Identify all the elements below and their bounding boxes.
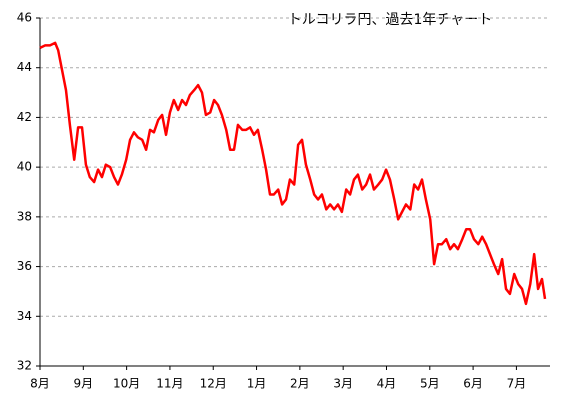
x-tick-label: 3月: [333, 377, 353, 391]
x-tick-label: 7月: [507, 377, 527, 391]
x-tick-label: 12月: [200, 377, 227, 391]
x-tick-label: 9月: [73, 377, 93, 391]
y-tick-label: 36: [17, 259, 32, 273]
y-tick-label: 38: [17, 209, 32, 223]
x-tick-label: 5月: [420, 377, 440, 391]
y-tick-label: 46: [17, 11, 32, 25]
y-tick-label: 40: [17, 160, 32, 174]
y-tick-label: 44: [17, 60, 32, 74]
x-tick-label: 2月: [290, 377, 310, 391]
x-tick-label: 6月: [463, 377, 483, 391]
line-series: [39, 41, 547, 306]
y-tick-label: 34: [17, 309, 32, 323]
x-tick-label: 8月: [30, 377, 50, 391]
x-tick-label: 1月: [247, 377, 267, 391]
chart-title: トルコリラ円、過去1年チャート: [288, 12, 493, 28]
y-tick-label: 42: [17, 110, 32, 124]
x-tick-label: 11月: [156, 377, 183, 391]
y-tick-label: 32: [17, 359, 32, 373]
x-tick-label: 10月: [113, 377, 140, 391]
x-tick-label: 4月: [377, 377, 397, 391]
